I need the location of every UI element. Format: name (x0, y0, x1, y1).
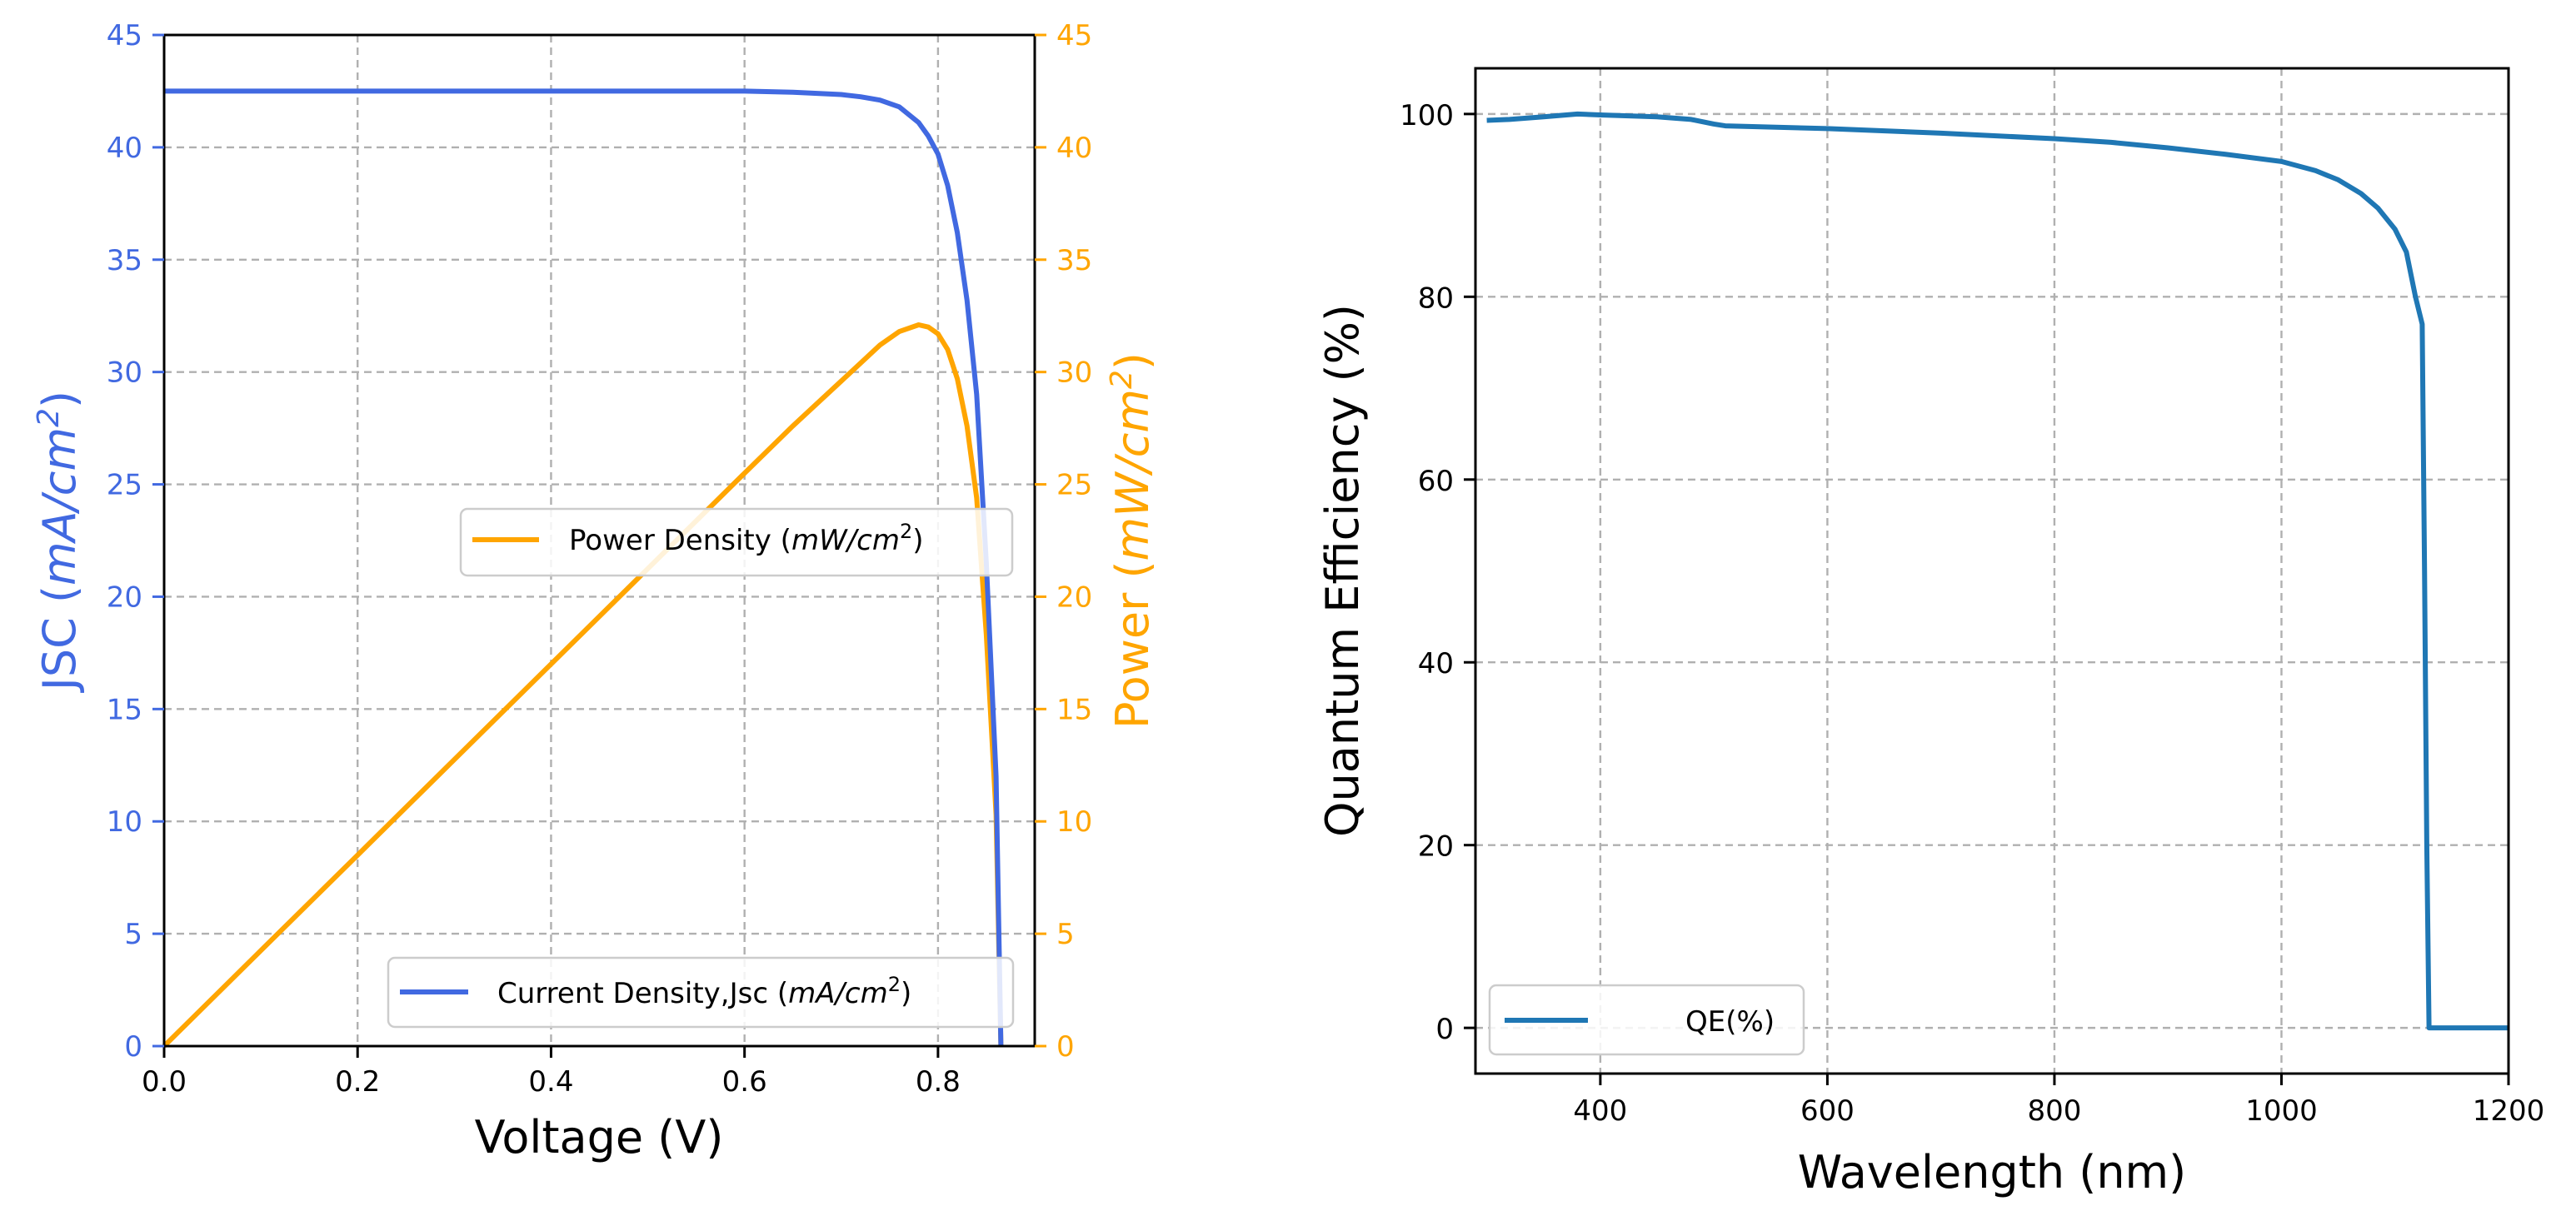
qe-y-tick-label: 20 (1418, 830, 1454, 864)
right-y-axis-title: Quantum Efficiency (%) (1316, 304, 1369, 837)
power-y-tick-label: 20 (1056, 581, 1092, 614)
left-x-tick-label: 0.6 (722, 1065, 767, 1099)
power-density-line (162, 322, 1004, 1049)
power-y-tick-label: 0 (1056, 1030, 1075, 1064)
left-x-axis-title: Voltage (V) (475, 1111, 724, 1164)
left-x-tick-label: 0.4 (528, 1065, 573, 1099)
power-legend-open: ( (771, 524, 791, 557)
power-legend-close: ) (912, 524, 923, 557)
qe-legend: QE(%) (1488, 984, 1805, 1056)
power-legend-unit: mW/cm (791, 524, 900, 557)
qe-y-tick-label: 60 (1418, 465, 1454, 498)
left-plot-frame (162, 33, 1036, 1048)
right-y-ticks: 0 5 10 15 20 25 30 35 40 45 (1035, 19, 1092, 1064)
qe-y-tick-label: 0 (1435, 1013, 1454, 1046)
jsc-y-tick-label: 0 (124, 1030, 142, 1064)
power-y-tick-label: 25 (1056, 469, 1092, 502)
power-y-tick-label: 10 (1056, 805, 1092, 839)
current-legend-box (387, 956, 1015, 1029)
jsc-y-tick-label: 25 (107, 469, 142, 502)
power-y-tick-label: 45 (1056, 19, 1092, 52)
power-legend-box (459, 507, 1014, 577)
power-legend-name: Power Density (569, 524, 771, 557)
jsc-axis-title: JSC (mA/cm2) (32, 391, 86, 693)
jsc-y-tick-label: 45 (107, 19, 142, 52)
left-x-tick-label: 0.2 (335, 1065, 380, 1099)
qe-y-tick-label: 40 (1418, 647, 1454, 680)
jsc-y-tick-label: 5 (124, 918, 142, 951)
jsc-y-tick-label: 40 (107, 132, 142, 165)
power-y-tick-label: 35 (1056, 244, 1092, 277)
qe-x-tick-label: 1000 (2245, 1094, 2318, 1128)
power-y-tick-label: 30 (1056, 356, 1092, 390)
qe-x-tick-label: 600 (1800, 1094, 1855, 1128)
right-x-axis-title: Wavelength (nm) (1798, 1146, 2186, 1199)
left-y-ticks: 0 5 10 15 20 25 30 35 40 45 (107, 19, 164, 1064)
power-axis-title-text: Power ( (1106, 561, 1159, 729)
qe-y-tick-label: 80 (1418, 282, 1454, 315)
left-x-ticks: 0.0 0.2 0.4 0.6 0.8 (142, 1046, 961, 1099)
qe-legend-box (1488, 984, 1805, 1056)
qe-y-tick-label: 100 (1400, 99, 1454, 132)
qe-x-tick-label: 400 (1573, 1094, 1627, 1128)
jsc-y-tick-label: 10 (107, 805, 142, 839)
right-x-ticks: 400 600 800 1000 1200 (1573, 1074, 2544, 1128)
qe-legend-label: QE(%) (1685, 1005, 1775, 1039)
power-axis-title-close: ) (1106, 352, 1159, 370)
qe-x-tick-label: 800 (2027, 1094, 2081, 1128)
jsc-axis-title-unit: mA/cm (33, 427, 86, 586)
power-legend-label: Power Density (mW/cm2) (569, 520, 924, 557)
current-density-line (164, 88, 1004, 1047)
current-legend-unit: mA/cm (788, 977, 888, 1010)
right-y-ticks-qe: 0 20 40 60 80 100 (1400, 99, 1475, 1046)
jsc-y-tick-label: 30 (107, 356, 142, 390)
right-grid (1475, 68, 2509, 1074)
jsc-axis-title-sup: 2 (32, 408, 66, 427)
right-plot-frame (1474, 67, 2510, 1075)
left-series (162, 88, 1004, 1049)
current-legend-label: Current Density,Jsc (mA/cm2) (497, 973, 911, 1010)
iv-curve-chart: 0.0 0.2 0.4 0.6 0.8 0 5 10 15 20 25 30 35 40 45 0 5 10 1… (32, 19, 1159, 1164)
current-legend-name: Current Density,Jsc (497, 977, 768, 1010)
power-y-tick-label: 15 (1056, 693, 1092, 726)
jsc-y-tick-label: 15 (107, 693, 142, 726)
jsc-y-tick-label: 35 (107, 244, 142, 277)
qe-x-tick-label: 1200 (2473, 1094, 2545, 1128)
power-y-tick-label: 40 (1056, 132, 1092, 165)
left-x-tick-label: 0.0 (142, 1065, 187, 1099)
power-density-legend: Power Density (mW/cm2) (459, 507, 1014, 577)
jsc-y-tick-label: 20 (107, 581, 142, 614)
power-axis-title-sup: 2 (1105, 370, 1139, 389)
quantum-efficiency-chart: 400 600 800 1000 1200 0 20 40 60 80 100 Wavelengt… (1316, 67, 2544, 1199)
power-axis-title-unit: mW/cm (1106, 389, 1159, 561)
power-y-tick-label: 5 (1056, 918, 1075, 951)
power-axis-title: Power (mW/cm2) (1105, 352, 1159, 729)
left-grid (164, 35, 1035, 1046)
left-x-tick-label: 0.8 (916, 1065, 961, 1099)
current-legend-open: ( (768, 977, 788, 1010)
current-density-legend: Current Density,Jsc (mA/cm2) (387, 956, 1015, 1029)
jsc-axis-title-text: JSC ( (33, 586, 86, 693)
power-legend-sup: 2 (900, 520, 912, 543)
current-legend-sup: 2 (888, 973, 901, 996)
jsc-axis-title-close: ) (33, 391, 86, 408)
qe-line (1486, 111, 2509, 1031)
current-legend-close: ) (901, 977, 911, 1010)
